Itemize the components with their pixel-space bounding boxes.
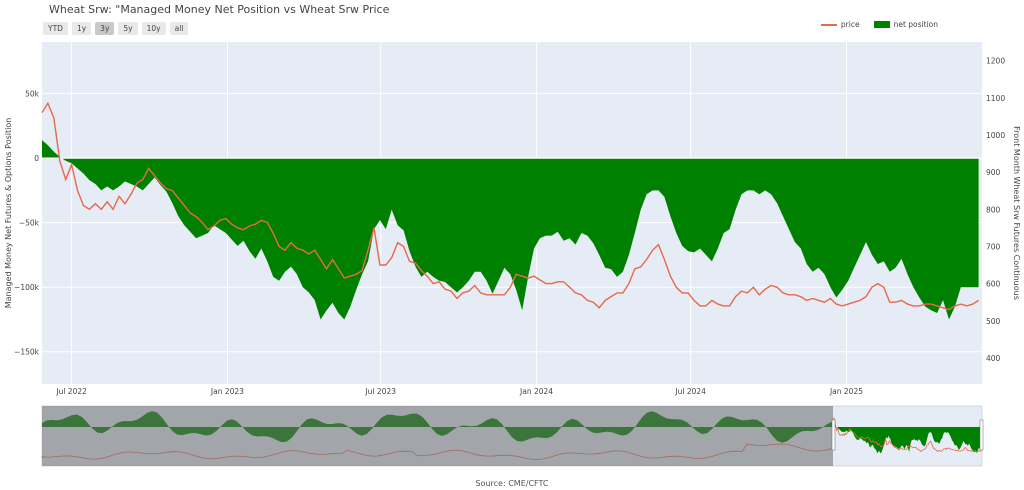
x-tick-label: Jul 2023 [364,387,396,396]
range-10y-button[interactable]: 10y [141,22,166,35]
left-axis-label: Managed Money Net Futures & Options Posi… [4,118,13,309]
range-5y-button[interactable]: 5y [118,22,138,35]
right-tick-label: 600 [986,280,1001,289]
x-tick-label: Jul 2022 [55,387,87,396]
right-tick-label: 1200 [986,57,1005,66]
right-tick-label: 400 [986,354,1001,363]
legend-label-price: price [840,20,860,29]
right-tick-label: 700 [986,242,1001,251]
range-1y-button[interactable]: 1y [71,22,92,35]
left-tick-label: −150k [14,348,40,357]
right-tick-label: 900 [986,168,1001,177]
range-3y-button[interactable]: 3y [95,22,115,35]
chart-title: Wheat Srw: "Managed Money Net Position v… [49,3,390,16]
right-tick-label: 800 [986,205,1001,214]
price-line [41,101,979,311]
left-axis-ticks: 50k 0 −50k −100k −150k [14,90,40,357]
legend-swatch-price [820,23,837,26]
left-tick-label: −50k [19,219,40,228]
right-tick-label: 1100 [986,94,1005,103]
left-tick-label: 0 [34,154,39,163]
right-tick-label: 1000 [986,131,1005,140]
range-all-button[interactable]: all [169,22,189,35]
x-tick-label: Jan 2025 [829,387,863,396]
range-slider-handle-right[interactable] [979,419,984,451]
range-ytd-button[interactable]: YTD [43,22,68,35]
net-position-fill [42,140,979,320]
legend-swatch-net-position [873,21,890,28]
chart-legend: price net position [820,20,938,29]
x-tick-label: Jan 2023 [210,387,244,396]
main-chart[interactable]: 50k 0 −50k −100k −150k 1200 1100 1000 900 800 700… [0,0,1024,475]
range-slider-handle-left[interactable] [831,419,836,451]
legend-item-net-position[interactable]: net position [873,20,938,29]
net-position-area [42,140,979,320]
right-axis-label: Front Month Wheat Srw Futures Continuous [1012,126,1021,300]
range-slider[interactable] [41,405,984,467]
x-tick-label: Jan 2024 [519,387,553,396]
right-tick-label: 500 [986,317,1001,326]
mini-price-line [832,417,982,453]
legend-label-net-position: net position [893,20,938,29]
mini-net-position-fill [833,424,982,454]
source-note: Source: CME/CFTC [475,479,549,488]
left-tick-label: 50k [25,90,40,99]
price-series-line [41,101,979,311]
legend-item-price[interactable]: price [820,20,860,29]
range-slider-mask [42,406,833,466]
left-tick-label: −100k [14,283,40,292]
range-selector: YTD 1y 3y 5y 10y all [43,22,189,35]
x-tick-label: Jul 2024 [674,387,706,396]
right-axis-ticks: 1200 1100 1000 900 800 700 600 500 400 [986,57,1005,363]
x-axis-ticks: Jul 2022 Jan 2023 Jul 2023 Jan 2024 Jul 2024… [55,387,863,396]
